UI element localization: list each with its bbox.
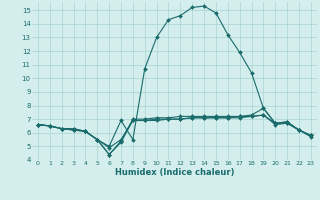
X-axis label: Humidex (Indice chaleur): Humidex (Indice chaleur)	[115, 168, 234, 177]
